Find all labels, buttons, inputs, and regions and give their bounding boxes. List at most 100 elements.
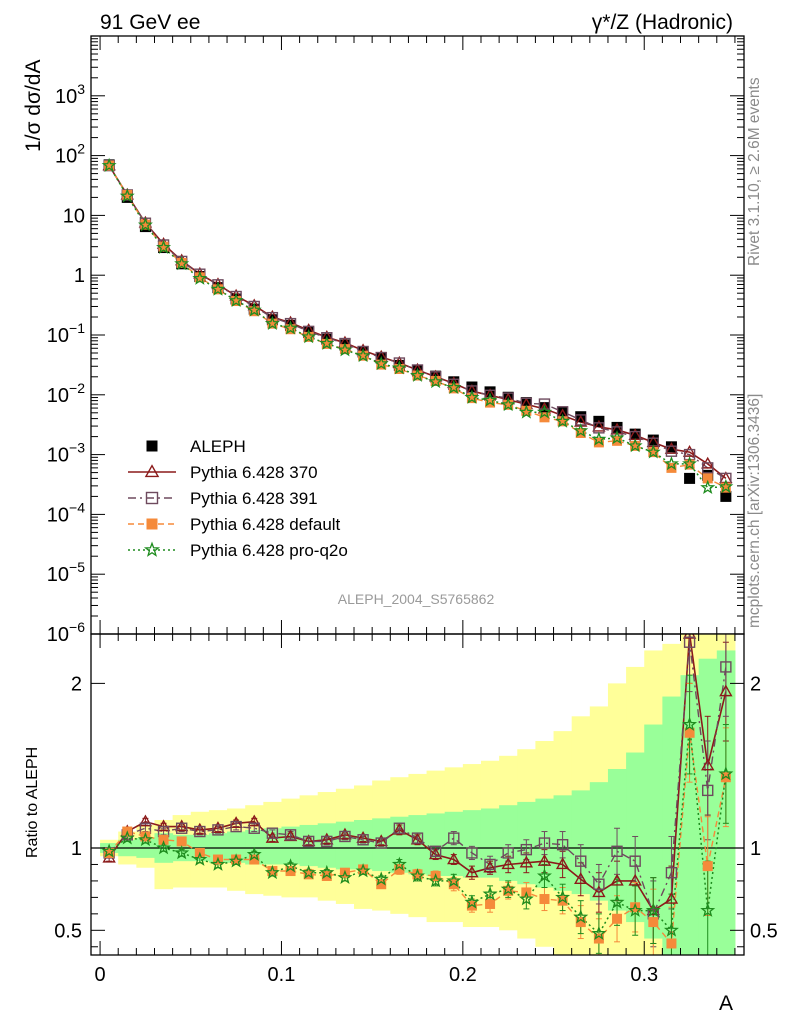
green-band-bin [317, 823, 337, 868]
ratio-xtick-label: 0 [95, 964, 106, 986]
ratio-point-pq2o [428, 873, 444, 888]
green-band-bin [426, 813, 446, 876]
ratio-xtick-label: 0.3 [630, 964, 658, 986]
ratio-point-pdef [485, 898, 496, 909]
main-point-pq2o [518, 404, 534, 419]
main-point-pdef [539, 412, 550, 423]
main-point-aleph [466, 381, 478, 393]
ratio-point-p391 [502, 847, 514, 859]
ratio-point-p370 [447, 852, 461, 865]
main-frame [90, 35, 745, 635]
main-ytick-label: 10 [63, 205, 85, 227]
ratio-ytick-label-right: 1 [750, 838, 761, 860]
ratio-point-p370 [156, 819, 171, 832]
main-point-pdef [557, 416, 568, 427]
ratio-point-p391 [248, 822, 260, 834]
main-point-aleph [484, 386, 496, 398]
ratio-point-pq2o [264, 864, 280, 880]
ratio-point-pq2o [337, 869, 353, 885]
main-point-pdef [448, 383, 459, 394]
main-point-p370 [664, 442, 679, 454]
ratio-point-p370 [574, 872, 588, 884]
ratio-point-p391 [593, 878, 605, 890]
ratio-point-pq2o [192, 851, 208, 866]
ratio-point-pq2o [228, 853, 244, 868]
ratio-point-pq2o [500, 881, 516, 896]
ratio-point-pdef [231, 854, 242, 865]
ratio-point-p391 [538, 837, 551, 849]
ratio-point-pdef [575, 917, 586, 928]
ratio-point-pdef [303, 869, 314, 880]
main-point-pq2o [718, 478, 734, 494]
ratio-point-p370 [628, 873, 642, 886]
main-point-p391 [538, 398, 551, 410]
ratio-point-pdef [104, 847, 115, 858]
main-ytick-label: 1 [74, 265, 85, 287]
main-point-pdef [630, 440, 641, 451]
ratio-point-pq2o [101, 843, 117, 858]
main-point-pq2o [663, 455, 679, 471]
main-point-pq2o [192, 270, 208, 285]
main-point-pdef [158, 241, 169, 252]
ratio-point-pdef [448, 879, 459, 890]
main-point-pq2o [573, 422, 589, 438]
ratio-point-p370 [701, 758, 715, 771]
main-point-pdef [666, 462, 677, 473]
main-point-p370 [592, 419, 606, 432]
main-point-pdef [194, 272, 205, 283]
main-point-pq2o [482, 392, 498, 407]
header-left: 91 GeV ee [100, 11, 200, 34]
main-point-pq2o [264, 315, 280, 330]
ratio-point-pq2o [718, 766, 734, 781]
ratio-point-pdef [267, 866, 278, 877]
ratio-point-p370 [610, 873, 624, 886]
ratio-point-pdef [394, 864, 405, 875]
ratio-point-pdef [539, 894, 550, 905]
legend-label-pq2o: Pythia 6.428 pro-q2o [190, 541, 348, 560]
x-axis-label: A [719, 992, 733, 1015]
ratio-point-p370 [465, 865, 479, 878]
ratio-point-pdef [503, 885, 514, 896]
ratio-point-pdef [140, 831, 151, 842]
ratio-ytick-label-left: 0.5 [54, 920, 82, 942]
main-point-pdef [720, 482, 731, 493]
ratio-point-pdef [358, 864, 369, 875]
main-point-pdef [231, 296, 242, 307]
ratio-point-p370 [428, 847, 443, 860]
ratio-point-pq2o [119, 830, 135, 845]
ratio-point-pdef [158, 834, 169, 845]
main-point-aleph [684, 472, 696, 484]
main-point-pdef [249, 306, 260, 317]
ratio-point-pq2o [464, 894, 480, 909]
main-ytick-label: 10−4 [47, 499, 85, 526]
ratio-ytick-label-left: 2 [71, 673, 82, 695]
main-ytick-label: 10−5 [47, 559, 85, 586]
ratio-point-p391 [448, 832, 460, 844]
ratio-point-pdef [321, 870, 332, 881]
ratio-point-pdef [285, 866, 296, 877]
ratio-point-pq2o [355, 863, 371, 878]
ratio-point-pdef [648, 917, 659, 928]
ratio-point-pq2o [536, 868, 552, 883]
ratio-point-p391 [411, 832, 424, 844]
main-point-pdef [376, 359, 387, 370]
main-point-pdef [412, 370, 423, 381]
main-point-pdef [358, 350, 369, 361]
ratio-point-p391 [702, 784, 714, 797]
ratio-point-p370 [211, 821, 225, 833]
ratio-point-pq2o [700, 902, 716, 917]
ratio-point-pq2o [609, 894, 625, 909]
ratio-point-pq2o [391, 856, 407, 871]
main-point-pq2o [428, 373, 444, 389]
ratio-point-p370 [320, 832, 334, 845]
main-point-pdef [394, 364, 405, 375]
main-point-pq2o [627, 437, 643, 453]
ratio-point-p391 [284, 829, 297, 841]
ratio-point-p370 [265, 830, 280, 843]
legend-label-p370: Pythia 6.428 370 [190, 463, 318, 482]
ratio-point-pq2o [591, 925, 607, 940]
ratio-point-pdef [466, 900, 477, 911]
ratio-point-pdef [376, 879, 387, 890]
main-point-aleph [557, 406, 569, 418]
ratio-point-pq2o [246, 846, 262, 861]
